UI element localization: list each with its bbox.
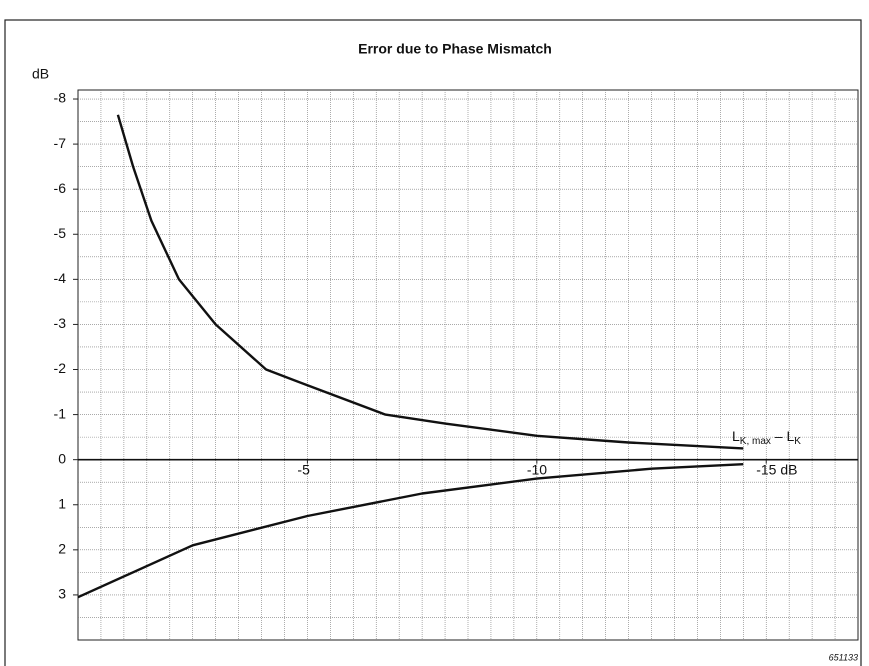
y-tick-label: 3 xyxy=(58,586,66,602)
y-tick-label: -6 xyxy=(54,180,67,196)
annotation-part: K, max xyxy=(740,436,771,447)
x-tick-label: -15 dB xyxy=(756,461,797,477)
curve xyxy=(77,463,744,599)
frame xyxy=(4,19,862,666)
y-tick-label: -5 xyxy=(54,225,67,241)
y-tick-label: -3 xyxy=(54,315,67,331)
y-tick-label: -7 xyxy=(54,135,67,151)
y-tick-label: -1 xyxy=(54,405,67,421)
x-tick-label: -10 xyxy=(527,461,547,477)
x-tick-label: -5 xyxy=(297,461,310,477)
y-tick-label: 2 xyxy=(58,541,66,557)
curve xyxy=(116,114,744,450)
y-tick-label: 0 xyxy=(58,450,66,466)
y-tick-label: 1 xyxy=(58,495,66,511)
y-tick-label: -8 xyxy=(54,90,67,106)
y-tick-label: -2 xyxy=(54,360,67,376)
y-axis-label: dB xyxy=(32,66,49,82)
annotation-part: – L xyxy=(771,428,795,444)
annotation-part: L xyxy=(732,428,740,444)
annotation-part: K xyxy=(794,436,801,447)
y-tick-label: -4 xyxy=(54,270,67,286)
chart-title: Error due to Phase Mismatch xyxy=(358,41,552,57)
annotation: LK, max – LK xyxy=(732,428,801,447)
figure-id: 651133 xyxy=(829,652,858,662)
